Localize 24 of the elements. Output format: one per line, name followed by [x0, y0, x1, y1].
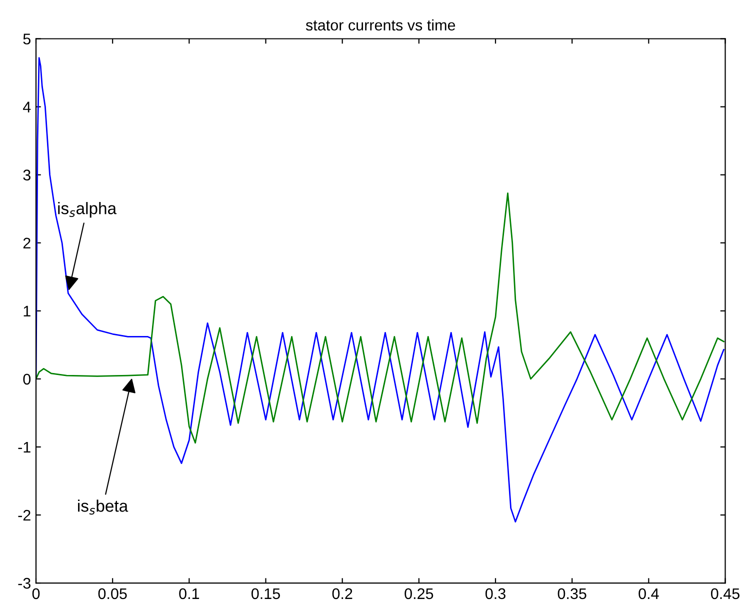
chart-title: stator currents vs time: [306, 19, 456, 31]
x-tick-label: 0.25: [404, 588, 434, 600]
y-tick-label: 0: [23, 374, 31, 385]
y-tick-label: 3: [23, 170, 30, 180]
line-series: [36, 192, 724, 444]
annotation: is$_{s}$alpha: [58, 202, 117, 218]
line-series: [36, 57, 724, 522]
y-tick-label: 4: [22, 102, 31, 112]
x-tick-label: 0.4: [638, 588, 659, 600]
x-tick-label: 0.1: [179, 588, 200, 600]
y-tick-label: -2: [18, 510, 30, 521]
y-tick-label: 5: [23, 34, 30, 44]
x-tick-label: 0.2: [332, 588, 352, 600]
x-tick-label: 0.35: [558, 588, 586, 600]
x-tick-label: 0.05: [98, 588, 127, 600]
x-tick-label: 0.3: [485, 588, 506, 600]
y-tick-label: -3: [18, 578, 30, 589]
x-tick-label: 0.45: [710, 588, 740, 600]
y-tick-label: 1: [24, 306, 30, 316]
annotation: is$_{s}$beta: [78, 500, 128, 515]
x-tick-label: 0: [32, 588, 40, 600]
x-tick-label: 0.15: [251, 588, 280, 600]
y-tick-label: 2: [23, 238, 30, 248]
y-tick-label: -1: [18, 442, 30, 452]
